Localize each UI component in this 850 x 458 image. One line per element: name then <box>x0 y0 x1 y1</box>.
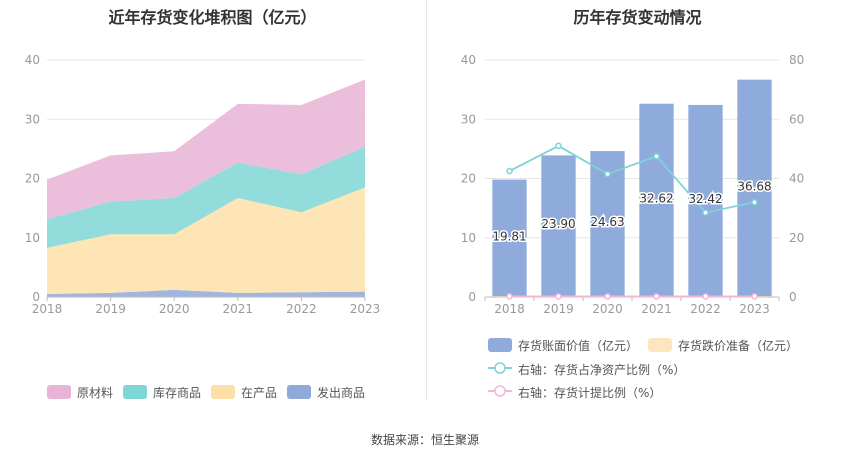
point-provision <box>506 293 513 300</box>
bar-book-value <box>639 103 674 297</box>
point-provision <box>751 293 758 300</box>
x-tick-label: 2019 <box>543 302 574 316</box>
y2-tick-label: 20 <box>789 231 804 245</box>
legend-swatch-shipped-goods <box>287 385 311 399</box>
y2-tick-label: 60 <box>789 112 804 126</box>
x-tick-label: 2019 <box>95 302 126 316</box>
y2-tick-label: 80 <box>789 53 804 67</box>
x-tick-label: 2020 <box>159 302 190 316</box>
legend-swatch-wip <box>211 385 235 399</box>
stacked-area-chart: 0 10 20 30 40 2018 2019 2020 2021 2022 2023 <box>25 53 381 316</box>
right-legend: 存货账面价值（亿元） 存货跌价准备（亿元） 右轴：存货占净资产比例（%） 右轴：… <box>425 330 850 405</box>
bar-value-label: 19.81 <box>492 229 526 243</box>
y2-tick-label: 0 <box>789 290 797 304</box>
legend-label: 右轴：存货计提比例（%） <box>518 386 662 400</box>
legend-label: 发出商品 <box>317 386 366 400</box>
bar-book-value <box>492 179 527 297</box>
area-series-raw-material <box>47 79 365 220</box>
bar-value-label: 24.63 <box>590 215 624 229</box>
point-provision <box>702 293 709 300</box>
right-chart-title: 历年存货变动情况 <box>573 8 702 27</box>
bar-line-combo-chart: 0 10 20 30 40 0 20 40 60 80 2018 2019 2020 2021 2022 20… <box>461 53 805 316</box>
data-source-note: 数据来源：恒生聚源 <box>370 433 479 447</box>
line-inventory-net-asset-ratio <box>509 144 755 214</box>
bar-book-value <box>541 155 576 297</box>
area-series-shipped-goods <box>47 289 365 297</box>
x-tick-label: 2022 <box>286 302 317 316</box>
legend-label: 右轴：存货占净资产比例（%） <box>518 363 686 377</box>
legend-label: 库存商品 <box>153 386 202 400</box>
legend-label: 存货账面价值（亿元） <box>518 339 639 353</box>
legend-label: 原材料 <box>77 386 114 400</box>
bar-value-label: 36.68 <box>737 179 771 193</box>
y-tick-label: 20 <box>461 172 476 186</box>
y-tick-label: 30 <box>461 112 476 126</box>
panel-divider <box>426 0 427 400</box>
point-ratio <box>751 198 758 206</box>
point-provision <box>653 293 660 300</box>
legend-label: 存货跌价准备（亿元） <box>678 339 799 353</box>
area-series-wip <box>47 187 365 295</box>
x-tick-label: 2018 <box>494 302 525 316</box>
area-series-inventory-goods <box>47 146 365 248</box>
point-ratio <box>653 153 660 160</box>
legend-line-swatch-ratio <box>488 362 512 374</box>
x-tick-label: 2023 <box>350 302 381 316</box>
legend-label: 在产品 <box>241 386 278 400</box>
x-tick-label: 2022 <box>690 302 721 316</box>
x-tick-label: 2023 <box>739 302 770 316</box>
bar-value-label: 23.90 <box>541 217 575 231</box>
y-tick-label: 20 <box>25 172 40 186</box>
x-tick-label: 2021 <box>223 302 254 316</box>
y-tick-label: 30 <box>25 112 40 126</box>
bar-value-label: 32.62 <box>639 191 673 205</box>
y-tick-label: 40 <box>461 53 476 67</box>
y-tick-label: 40 <box>25 53 40 67</box>
legend-swatch-inventory-goods <box>123 385 147 399</box>
point-ratio <box>506 167 513 175</box>
y-tick-label: 10 <box>25 231 40 245</box>
y2-tick-label: 40 <box>789 172 804 186</box>
legend-swatch-raw-material <box>47 385 71 399</box>
x-tick-label: 2020 <box>592 302 623 316</box>
bar-book-value <box>688 104 723 297</box>
point-ratio <box>604 170 611 178</box>
legend-swatch-book-value <box>488 338 512 352</box>
point-provision <box>555 293 562 300</box>
right-chart-panel: 历年存货变动情况 0 10 20 30 40 0 20 40 60 80 2018 2019 2020 2… <box>425 0 850 458</box>
legend-line-swatch-provision <box>488 385 512 397</box>
y-tick-label: 0 <box>32 290 40 304</box>
bar-value-label: 32.42 <box>688 192 722 206</box>
left-legend: 原材料 库存商品 在产品 发出商品 <box>47 383 425 403</box>
point-provision <box>604 293 611 300</box>
left-chart-title: 近年存货变化堆积图（亿元） <box>108 8 317 27</box>
point-ratio <box>555 142 562 150</box>
y-tick-label: 0 <box>468 290 476 304</box>
bar-book-value <box>737 79 772 298</box>
left-chart-panel: 近年存货变化堆积图（亿元） 0 10 20 30 40 2018 2019 2020 2021 2… <box>25 8 425 403</box>
y-tick-label: 10 <box>461 231 476 245</box>
x-tick-label: 2018 <box>32 302 63 316</box>
point-ratio <box>702 209 709 216</box>
legend-swatch-impairment <box>648 338 672 352</box>
x-tick-label: 2021 <box>641 302 672 316</box>
